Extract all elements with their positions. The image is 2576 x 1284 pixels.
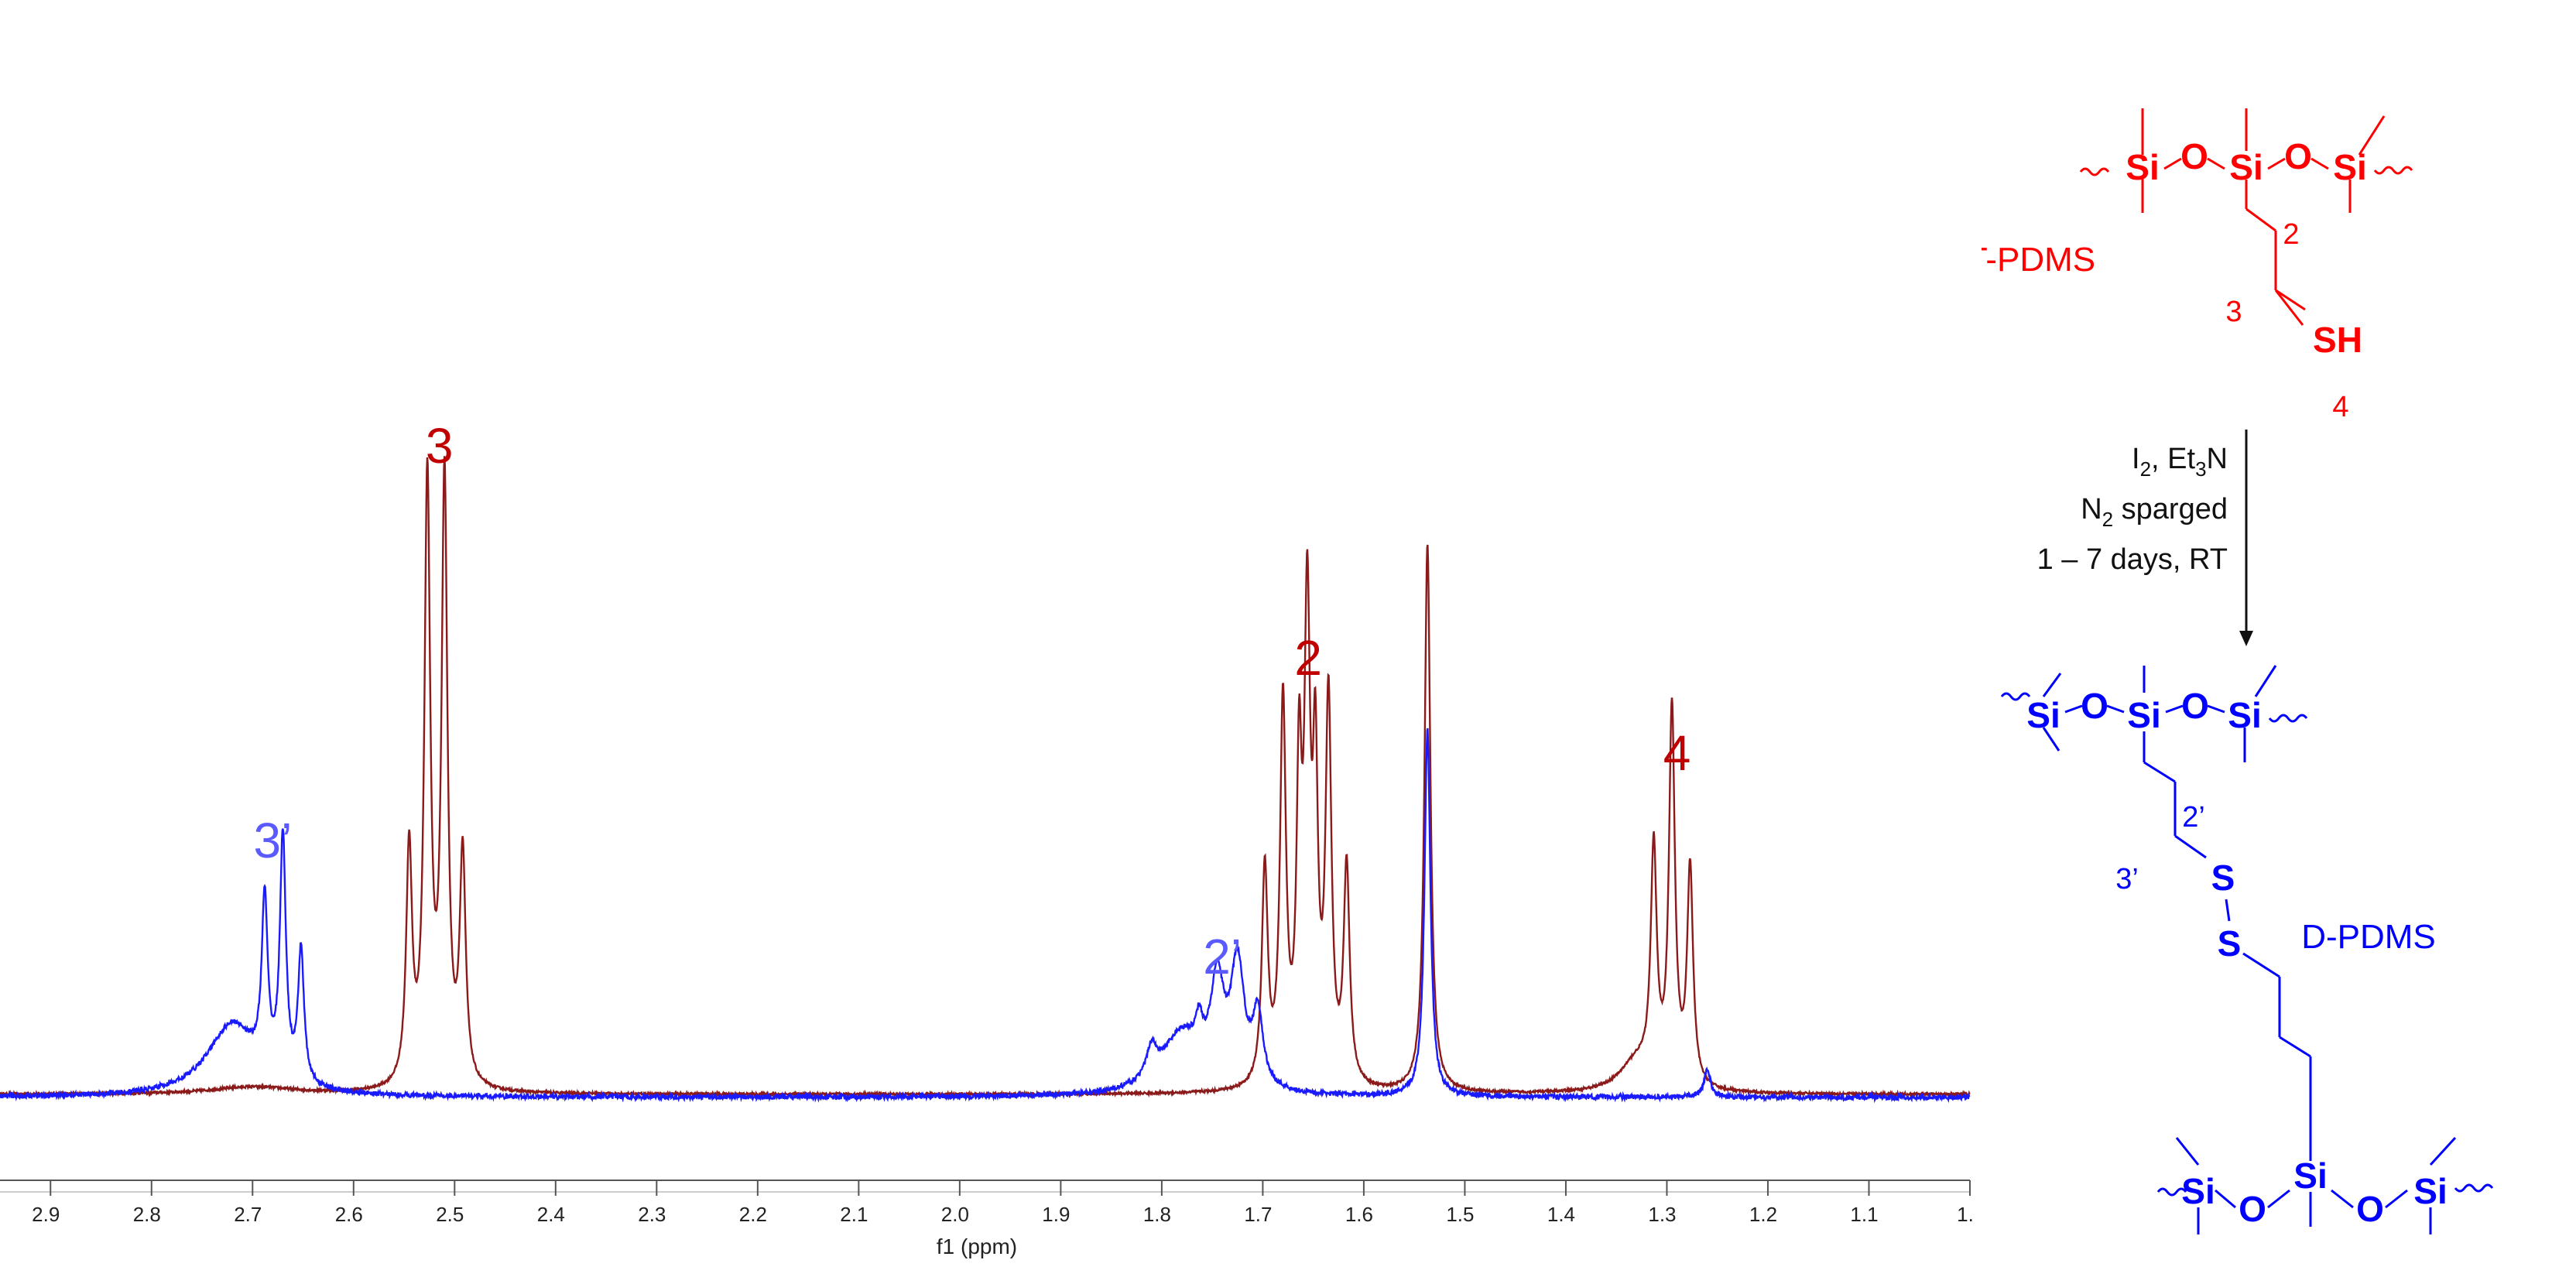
d-o-2: O: [2181, 686, 2209, 726]
d-si-4: Si: [2181, 1171, 2215, 1211]
peak-label: 2’: [1203, 929, 1242, 984]
wavy-bond-icon: [2156, 1187, 2187, 1197]
t-o-1: O: [2180, 136, 2208, 176]
d-o-4: O: [2356, 1189, 2384, 1229]
wavy-bond-icon: [2373, 166, 2413, 175]
peak-label: 3’: [253, 813, 292, 868]
x-tick-label: 1.8: [1143, 1203, 1171, 1226]
t-sh: SH: [2313, 320, 2362, 360]
condition-reagents: I2, Et3N: [2132, 443, 2228, 481]
peak-label: 2: [1294, 630, 1322, 686]
peak-label: 3: [426, 418, 454, 474]
reaction-conditions: I2, Et3N N2 sparged 1 – 7 days, RT: [2037, 430, 2253, 646]
t-chain-to-sh: [2274, 289, 2304, 326]
x-tick-label: 2.2: [739, 1203, 767, 1226]
x-tick-label: 2.7: [234, 1203, 262, 1226]
x-axis: 2.9 2.8 2.7 2.6 2.5 2.4 2.3 2.2 2.1 2.0 1.9 1.8 1.7 1…: [0, 1180, 1974, 1258]
x-tick-label: 2.0: [941, 1203, 969, 1226]
wavy-bond-icon: [2000, 692, 2031, 701]
t-pos-2: 2: [2283, 218, 2299, 251]
x-tick-group: 2.9 2.8 2.7 2.6 2.5 2.4 2.3 2.2 2.1 2.0 1.9 1.8 1.7 1…: [32, 1180, 1974, 1226]
d-si-1: Si: [2026, 695, 2060, 735]
t-pdms-structure: Si O Si O Si SH 2 3 4 T-PDMS: [1982, 108, 2413, 423]
reaction-scheme: Si O Si O Si SH 2 3 4 T-PDMS I2, Et3N N2…: [1982, 108, 2494, 1234]
peak-labels: 3 2 4 3’ 2’: [253, 418, 1690, 984]
x-tick-label: 1.6: [1345, 1203, 1373, 1226]
x-tick-label: 1.9: [1042, 1203, 1070, 1226]
t-si-3: Si: [2333, 147, 2366, 187]
nmr-spectrum-chart: 2.9 2.8 2.7 2.6 2.5 2.4 2.3 2.2 2.1 2.0 1.9 1.8 1.7 1…: [0, 418, 1974, 1258]
x-axis-title: f1 (ppm): [937, 1234, 1017, 1258]
d-s-2: S: [2218, 923, 2242, 964]
series-line-d-pdms: [0, 728, 1971, 1104]
x-tick-label: 2.8: [133, 1203, 161, 1226]
x-tick-label: 2.9: [32, 1203, 60, 1226]
x-tick-label: 1.3: [1648, 1203, 1676, 1226]
condition-time: 1 – 7 days, RT: [2037, 543, 2228, 576]
d-pdms-structure: Si O Si O Si S S 2’ 3’ D-PDMS Si O Si O …: [2000, 665, 2494, 1234]
x-tick-label: 2.5: [436, 1203, 464, 1226]
x-tick-label: 1.7: [1244, 1203, 1272, 1226]
x-tick-label: 1.5: [1446, 1203, 1474, 1226]
arrow-head-icon: [2239, 631, 2253, 646]
wavy-bond-icon: [2454, 1183, 2494, 1193]
t-pos-4: 4: [2332, 391, 2348, 423]
t-si-2: Si: [2229, 147, 2263, 187]
d-pos-3: 3’: [2115, 863, 2139, 895]
d-pos-2: 2’: [2182, 801, 2205, 834]
d-si-3: Si: [2228, 695, 2261, 735]
x-tick-label: 1.4: [1547, 1203, 1575, 1226]
d-pdms-label: D-PDMS: [2301, 918, 2436, 956]
peak-label: 4: [1663, 725, 1691, 781]
spectrum-lines: [0, 456, 1971, 1104]
d-si-6: Si: [2413, 1171, 2447, 1211]
t-si-1: Si: [2126, 147, 2159, 187]
t-o-2: O: [2284, 136, 2312, 176]
x-tick-label: 1.: [1957, 1203, 1974, 1226]
x-tick-label: 2.3: [638, 1203, 666, 1226]
x-tick-label: 2.1: [840, 1203, 868, 1226]
d-o-1: O: [2081, 686, 2108, 726]
wavy-bond-icon: [2268, 714, 2308, 723]
x-tick-label: 1.1: [1850, 1203, 1878, 1226]
x-tick-label: 1.2: [1749, 1203, 1777, 1226]
d-si-2: Si: [2127, 695, 2160, 735]
t-pdms-label: T-PDMS: [1982, 241, 2095, 279]
d-si-5: Si: [2293, 1156, 2327, 1196]
d-s-1: S: [2211, 858, 2235, 898]
condition-gas: N2 sparged: [2081, 493, 2228, 531]
x-tick-label: 2.4: [537, 1203, 565, 1226]
x-tick-label: 2.6: [335, 1203, 363, 1226]
d-o-3: O: [2239, 1189, 2266, 1229]
t-pos-3: 3: [2225, 296, 2242, 328]
wavy-bond-icon: [2079, 167, 2110, 176]
